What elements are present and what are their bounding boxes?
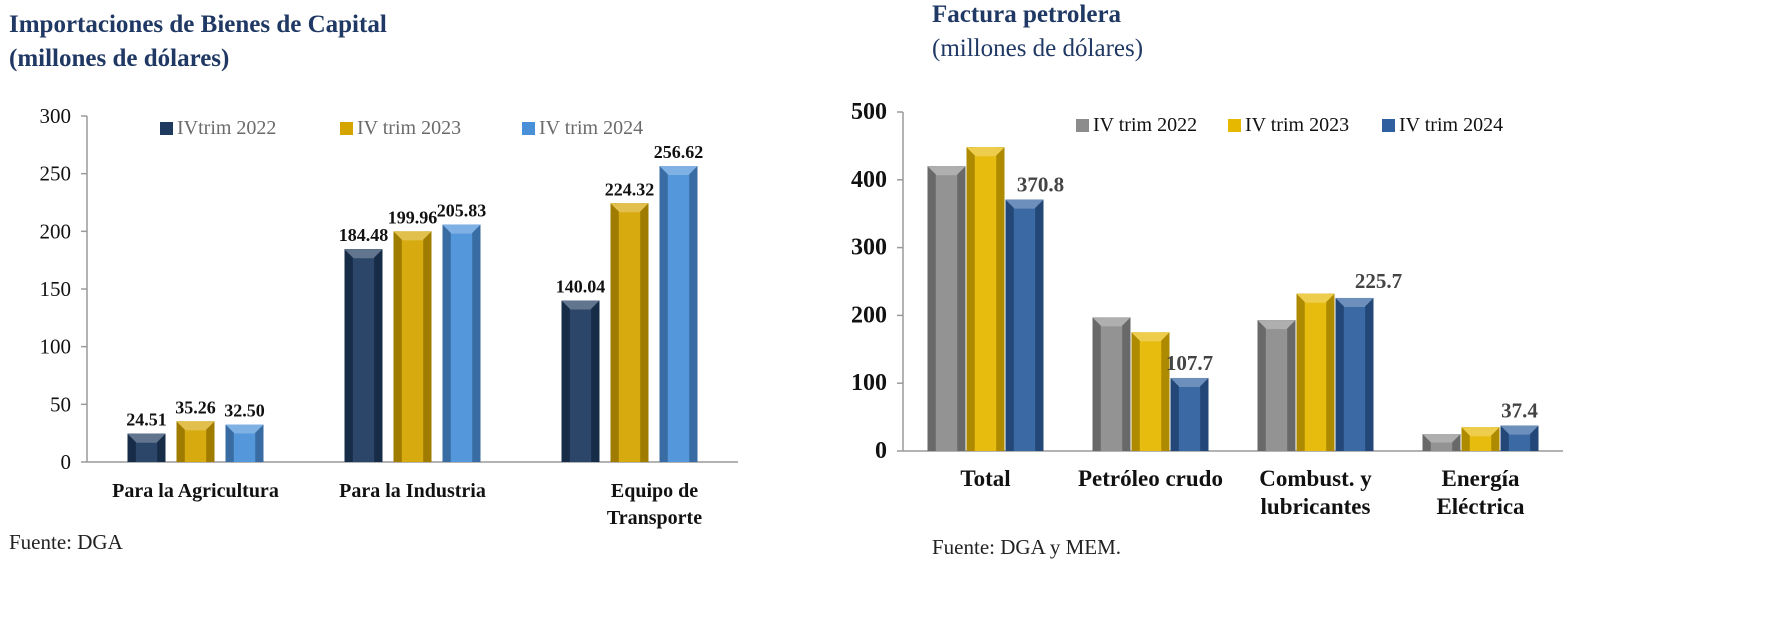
category-label: Combust. y	[1259, 466, 1372, 491]
data-label: 140.04	[556, 276, 606, 296]
bar	[1257, 320, 1296, 451]
y-tick-label: 100	[851, 370, 887, 396]
category-label: Energía	[1442, 466, 1520, 491]
bar	[659, 166, 698, 462]
chart-subtitle: (millones de dólares)	[932, 35, 1144, 62]
capital-goods-bar-chart: 0 50 100 150 200 250 300 24.51 35.26 32.50 Para la…	[40, 104, 738, 529]
category-label: Eléctrica	[1436, 494, 1525, 519]
chart-subtitle: (millones de dólares)	[9, 45, 230, 72]
category-label: Equipo de	[611, 480, 698, 502]
bar	[1170, 377, 1209, 451]
chart-title: Factura petrolera	[932, 1, 1122, 28]
chart-source: Fuente: DGA	[9, 530, 123, 554]
category-label: lubricantes	[1261, 494, 1371, 519]
legend-entry: IVtrim 2022	[177, 117, 276, 139]
bar	[1296, 293, 1335, 451]
y-tick-label: 200	[40, 219, 72, 243]
legend-entry: IV trim 2023	[357, 117, 461, 139]
legend-swatch	[1228, 119, 1241, 132]
legend-swatch	[340, 122, 353, 135]
y-tick-label: 250	[40, 162, 72, 186]
bar	[442, 224, 481, 462]
legend-entry: IV trim 2023	[1245, 114, 1349, 136]
y-tick-label: 0	[875, 438, 887, 464]
chart-source: Fuente: DGA y MEM.	[932, 535, 1121, 559]
data-label: 199.96	[388, 207, 438, 227]
data-label: 370.8	[1017, 173, 1064, 197]
bar	[1500, 425, 1539, 451]
data-label: 37.4	[1501, 399, 1538, 423]
bar	[927, 166, 966, 452]
bar	[176, 421, 215, 462]
data-label: 205.83	[437, 201, 487, 221]
category-label: Petróleo crudo	[1078, 466, 1223, 491]
oil-bill-chart-panel: Factura petrolera (millones de dólares) …	[851, 0, 1771, 634]
y-tick-label: 300	[40, 104, 72, 128]
bar	[127, 433, 166, 462]
bar	[561, 300, 600, 462]
bar	[966, 147, 1005, 452]
category-label: Para la Agricultura	[112, 480, 279, 502]
legend-swatch	[160, 122, 173, 135]
y-tick-label: 500	[851, 99, 887, 125]
legend-entry: IV trim 2024	[539, 117, 643, 139]
legend-swatch	[1382, 119, 1395, 132]
y-tick-label: 200	[851, 302, 887, 328]
category-label: Para la Industria	[339, 480, 486, 502]
data-label: 35.26	[175, 397, 216, 417]
bar	[393, 231, 432, 462]
category-label: Transporte	[607, 507, 702, 529]
legend-entry: IV trim 2022	[1093, 114, 1197, 136]
y-tick-label: 0	[61, 450, 72, 474]
bar	[1461, 427, 1500, 451]
bar	[1092, 317, 1131, 451]
y-tick-label: 400	[851, 167, 887, 193]
data-label: 184.48	[339, 225, 389, 245]
bar	[344, 249, 383, 462]
data-label: 225.7	[1355, 269, 1402, 293]
legend-swatch	[1076, 119, 1089, 132]
data-label: 24.51	[126, 410, 167, 430]
bar	[610, 203, 649, 462]
category-label: Total	[960, 466, 1010, 491]
legend-entry: IV trim 2024	[1399, 114, 1503, 136]
bar	[1335, 297, 1374, 451]
data-label: 224.32	[605, 179, 655, 199]
data-label: 107.7	[1166, 351, 1213, 375]
y-tick-label: 300	[851, 235, 887, 261]
bar	[1131, 332, 1170, 451]
data-label: 256.62	[654, 142, 704, 162]
capital-goods-chart-panel: Importaciones de Bienes de Capital (mill…	[0, 0, 880, 634]
chart-title: Importaciones de Bienes de Capital	[9, 11, 387, 38]
data-label: 32.50	[224, 401, 265, 421]
bar	[225, 424, 264, 462]
bar	[1005, 199, 1044, 451]
y-tick-label: 100	[40, 335, 72, 359]
bar	[1422, 434, 1461, 451]
y-tick-label: 50	[50, 392, 71, 416]
y-tick-label: 150	[40, 277, 72, 301]
oil-bill-bar-chart: 0 100 200 300 400 500 370.8 Total 107.7 Petróleo …	[851, 99, 1563, 519]
legend-swatch	[522, 122, 535, 135]
